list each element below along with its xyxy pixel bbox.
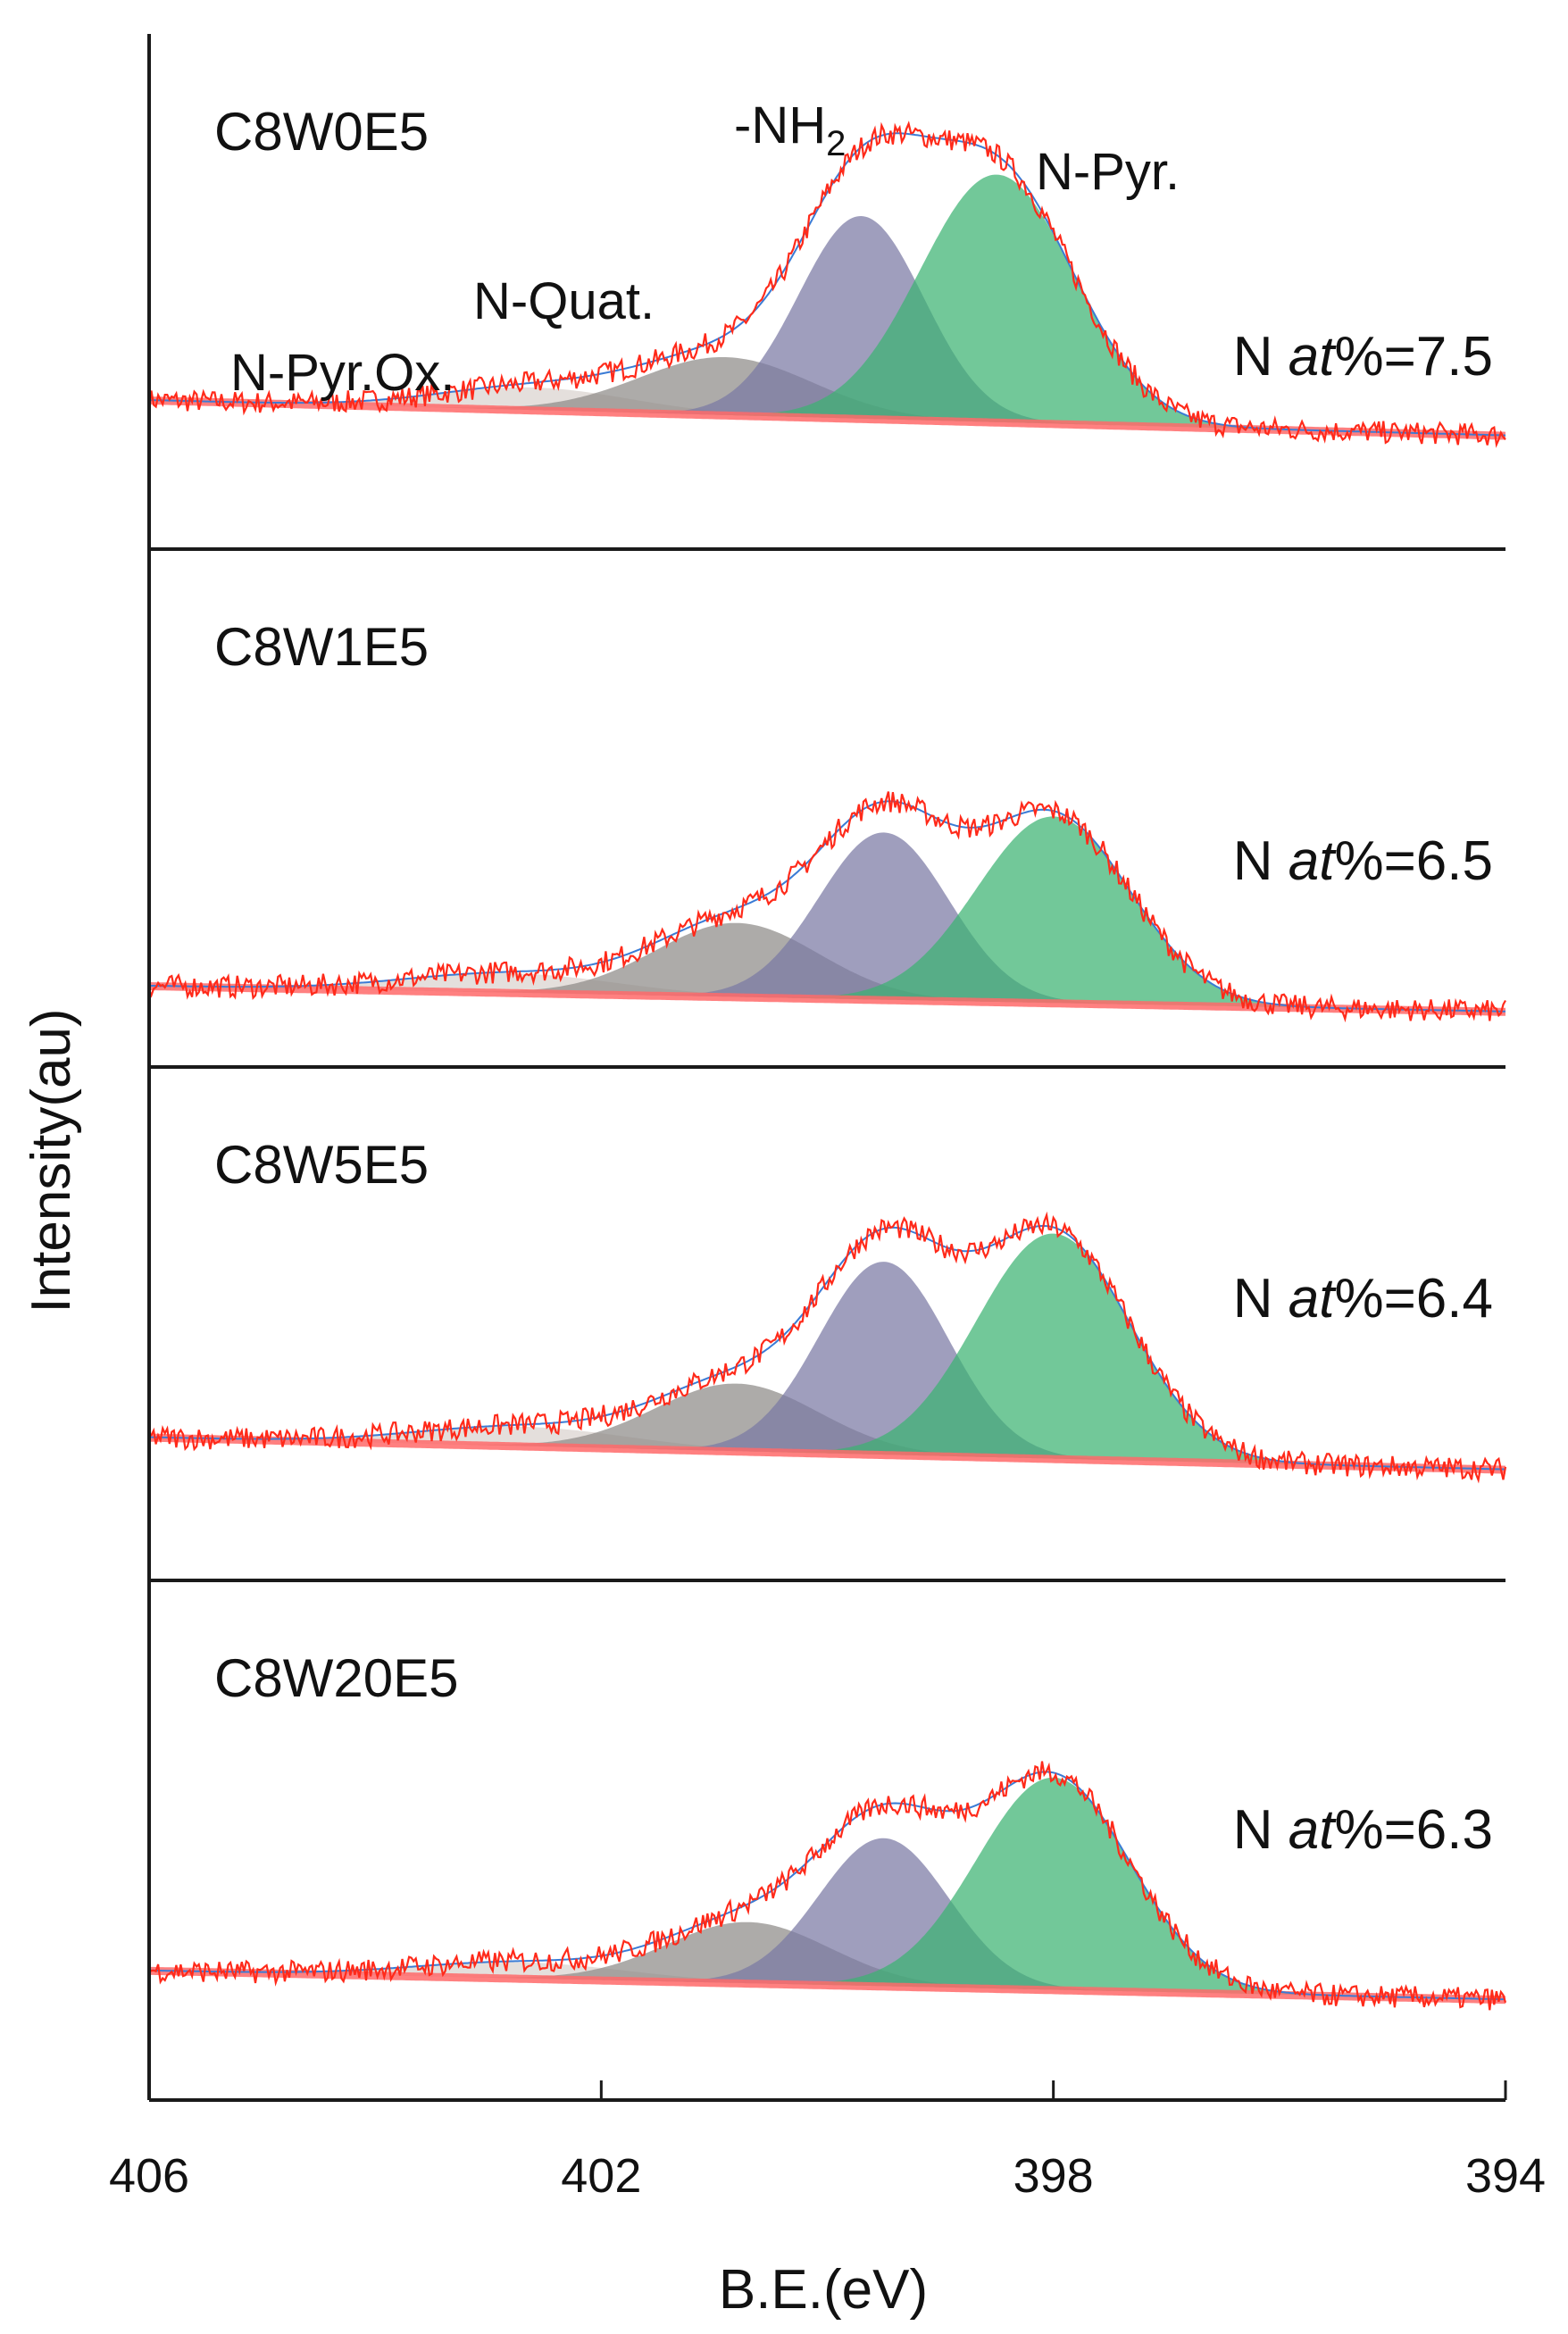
background-band (149, 982, 1505, 1016)
envelope-line (148, 132, 1506, 437)
peak-area-npyrox (149, 1426, 1505, 1470)
raw-data-line (148, 1211, 1507, 1484)
component-label-nh2: -NH2 (734, 96, 846, 163)
sample-name-label: C8W1E5 (214, 617, 429, 677)
panels-group: C8W0E5 N at%=7.5 C8W1E5 N at%=6.5 C8W5E5 N at… (147, 102, 1507, 2011)
panel-C8W1E5: C8W1E5 N at%=6.5 (147, 617, 1506, 1023)
frame-group (147, 34, 1505, 2102)
peak-area-npyrox (149, 387, 1505, 436)
x-tick-label: 394 (1465, 2149, 1546, 2203)
x-axis-group: 406 402 398 394 (109, 2080, 1546, 2203)
raw-data-line (148, 1761, 1507, 2011)
peak-area-npyrox (149, 973, 1505, 1012)
background-band (149, 1966, 1505, 2005)
n-atpct-label: N at%=7.5 (1233, 326, 1493, 388)
background-band (149, 1433, 1505, 1474)
peak-area-npyr (149, 1777, 1505, 2000)
component-label-npyrox: N-Pyr.Ox. (230, 344, 455, 402)
sample-name-label: C8W5E5 (214, 1135, 429, 1195)
panel-C8W20E5: C8W20E5 N at%=6.3 (148, 1648, 1507, 2011)
panel-C8W0E5: C8W0E5 N at%=7.5 (147, 102, 1506, 448)
raw-data-line (147, 791, 1506, 1023)
peak-area-nh2 (149, 1262, 1505, 1470)
peak-area-npyr (149, 816, 1505, 1012)
panel-C8W5E5: C8W5E5 N at%=6.4 (148, 1135, 1507, 1484)
peak-area-nh2 (149, 1838, 1505, 2000)
component-label-npyr: N-Pyr. (1036, 143, 1180, 201)
raw-data-line (147, 121, 1506, 448)
y-axis-label: Intensity(au) (21, 1008, 82, 1313)
sample-name-label: C8W0E5 (214, 102, 429, 162)
n-atpct-label: N at%=6.3 (1233, 1799, 1493, 1861)
peak-area-nh2 (149, 832, 1505, 1012)
sample-name-label: C8W20E5 (214, 1648, 458, 1708)
peak-area-nh2 (149, 216, 1505, 436)
peak-labels-group: N-Pyr.Ox. N-Quat. -NH2 N-Pyr. (230, 96, 1180, 402)
n-atpct-label: N at%=6.4 (1233, 1268, 1493, 1330)
x-tick-label: 406 (109, 2149, 189, 2203)
x-axis-label: B.E.(eV) (719, 2259, 928, 2321)
n-atpct-label: N at%=6.5 (1233, 830, 1493, 892)
peak-area-npyrox (149, 1962, 1505, 2000)
component-label-nquat: N-Quat. (473, 272, 655, 330)
x-tick-label: 398 (1013, 2149, 1094, 2203)
x-tick-label: 402 (561, 2149, 641, 2203)
peak-area-npyr (149, 1233, 1505, 1470)
background-band (149, 396, 1505, 440)
